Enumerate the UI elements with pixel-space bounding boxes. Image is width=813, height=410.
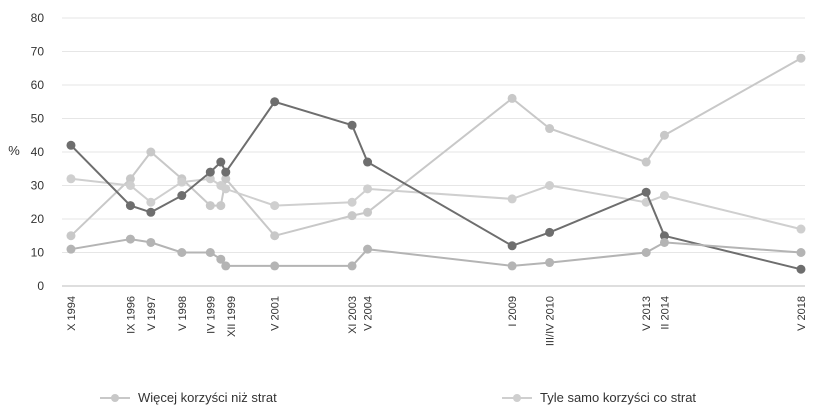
y-axis-ticks: 0 10 20 30 40 50 60 70 80 xyxy=(31,11,45,293)
data-point xyxy=(216,201,226,211)
data-point xyxy=(221,261,231,271)
data-point xyxy=(641,187,651,197)
series-2 xyxy=(66,174,806,234)
data-point xyxy=(659,237,669,247)
data-point xyxy=(205,201,215,211)
data-point xyxy=(659,130,669,140)
y-tick-label: 50 xyxy=(31,112,45,126)
data-point xyxy=(507,241,517,251)
data-point xyxy=(363,184,373,194)
y-tick-label: 20 xyxy=(31,212,45,226)
legend-marker xyxy=(513,394,521,402)
y-tick-label: 10 xyxy=(31,246,45,260)
grid-lines xyxy=(62,17,805,287)
data-point xyxy=(205,167,215,177)
data-point xyxy=(66,174,76,184)
series-4 xyxy=(66,234,806,271)
data-point xyxy=(125,234,135,244)
data-point xyxy=(270,201,280,211)
data-point xyxy=(507,261,517,271)
y-tick-label: 80 xyxy=(31,11,45,25)
data-point xyxy=(205,248,215,257)
data-point xyxy=(125,174,135,184)
x-tick-label: V 1998 xyxy=(177,296,189,331)
data-point xyxy=(177,177,187,187)
x-tick-label: V 2018 xyxy=(796,296,808,331)
y-tick-label: 0 xyxy=(37,279,44,293)
data-point xyxy=(545,258,555,268)
legend-marker xyxy=(111,394,119,402)
series-group xyxy=(66,53,806,274)
data-point xyxy=(363,157,373,167)
data-point xyxy=(641,248,651,257)
data-point xyxy=(796,224,806,234)
data-point xyxy=(347,261,357,271)
data-point xyxy=(363,244,373,254)
y-tick-label: 40 xyxy=(31,145,45,159)
data-point xyxy=(66,231,76,241)
x-tick-label: V 2001 xyxy=(270,296,282,331)
legend-label: Tyle samo korzyści co strat xyxy=(540,390,696,405)
y-tick-label: 30 xyxy=(31,179,45,193)
data-point xyxy=(363,207,373,217)
data-point xyxy=(347,211,357,221)
data-point xyxy=(270,261,280,271)
x-tick-label: V 1997 xyxy=(146,296,158,331)
y-axis-label: % xyxy=(8,143,20,158)
data-point xyxy=(146,207,156,217)
data-point xyxy=(796,264,806,274)
data-point xyxy=(216,157,226,167)
x-tick-label: IX 1996 xyxy=(125,296,137,334)
data-point xyxy=(796,53,806,63)
data-point xyxy=(545,181,555,190)
x-tick-label: XI 2003 xyxy=(347,296,359,334)
legend-item: Więcej korzyści niż strat xyxy=(100,390,277,405)
data-point xyxy=(507,194,517,204)
x-tick-label: X 1994 xyxy=(66,296,78,331)
data-point xyxy=(270,231,280,241)
data-point xyxy=(66,140,76,150)
x-tick-label: XII 1999 xyxy=(226,296,238,337)
data-point xyxy=(507,93,517,103)
x-axis-ticks: X 1994 IX 1996 V 1997 V 1998 IV 1999 XII 1999… xyxy=(66,296,808,346)
data-point xyxy=(270,97,280,107)
x-tick-label: III/IV 2010 xyxy=(545,296,557,346)
legend: Więcej korzyści niż strat Tyle samo korzy… xyxy=(100,390,696,405)
x-tick-label: V 2004 xyxy=(363,296,375,331)
data-point xyxy=(545,124,555,134)
y-tick-label: 70 xyxy=(31,45,45,59)
x-tick-label: I 2009 xyxy=(507,296,519,327)
data-point xyxy=(347,120,357,130)
data-point xyxy=(545,227,555,237)
data-point xyxy=(66,244,76,254)
data-point xyxy=(205,174,215,184)
data-point xyxy=(125,201,135,211)
x-tick-label: II 2014 xyxy=(659,296,671,330)
legend-item: Tyle samo korzyści co strat xyxy=(502,390,696,405)
data-point xyxy=(221,174,231,184)
data-point xyxy=(216,254,226,264)
data-point xyxy=(796,248,806,257)
data-point xyxy=(659,231,669,241)
y-tick-label: 60 xyxy=(31,78,45,92)
data-point xyxy=(146,197,156,207)
data-point xyxy=(347,197,357,207)
data-point xyxy=(177,191,187,201)
data-point xyxy=(641,157,651,167)
data-point xyxy=(146,237,156,247)
data-point xyxy=(659,191,669,201)
data-point xyxy=(221,184,231,194)
data-point xyxy=(221,167,231,177)
series-1 xyxy=(66,53,806,241)
x-tick-label: IV 1999 xyxy=(205,296,217,334)
series-3 xyxy=(66,97,806,274)
x-tick-label: V 2013 xyxy=(641,296,653,331)
data-point xyxy=(177,248,187,257)
data-point xyxy=(125,181,135,190)
legend-label: Więcej korzyści niż strat xyxy=(138,390,277,405)
data-point xyxy=(146,147,156,157)
